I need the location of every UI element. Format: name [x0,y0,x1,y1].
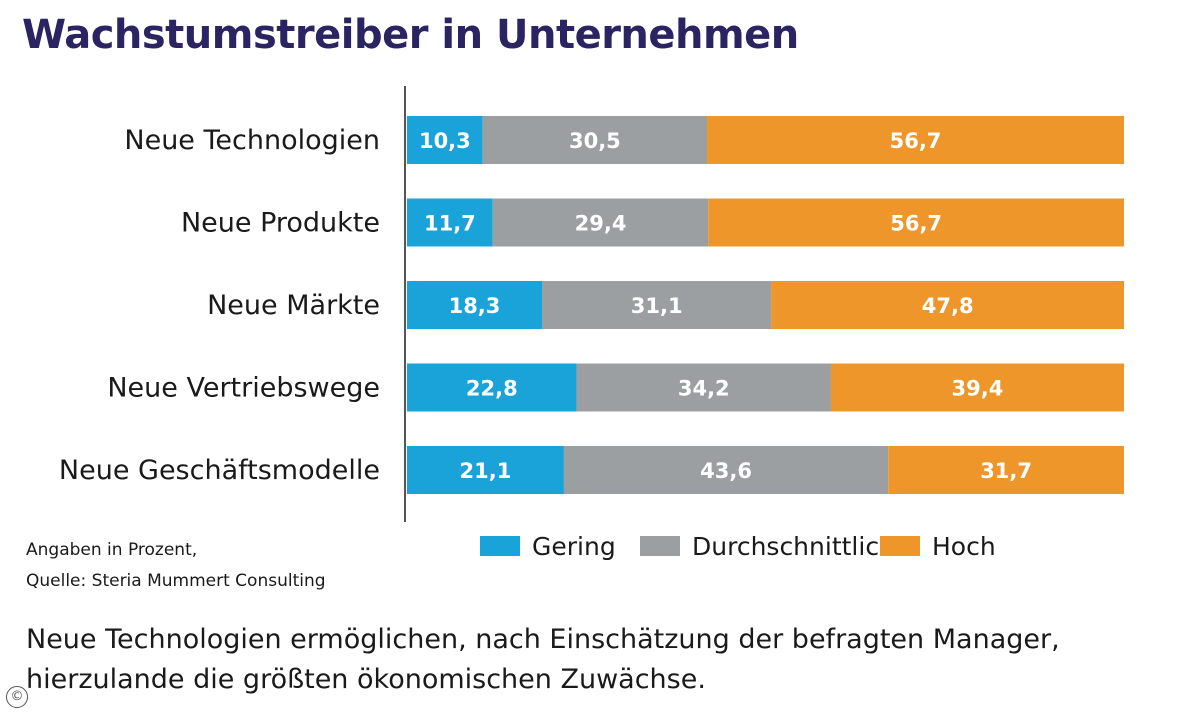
value-label: 22,8 [466,377,518,401]
bar-segment-durchschnittlich [492,198,709,247]
category-label: Neue Produkte [181,208,380,239]
category-label: Neue Vertriebswege [107,373,380,404]
bars-group: Neue Technologien 10,3 30,5 56,7 Neue Produk… [59,116,1124,494]
bar-segment-gering [407,363,577,412]
legend-swatch-hoch [880,536,920,556]
category-label: Neue Technologien [124,125,380,156]
value-label: 29,4 [575,212,627,236]
stacked-bar-chart: Neue Technologien 10,3 30,5 56,7 Neue Produk… [59,86,1124,561]
value-label: 43,6 [700,459,752,483]
value-label: 21,1 [460,459,512,483]
unit-note: Angaben in Prozent, [26,540,198,560]
bar-segment-durchschnittlich [541,281,772,329]
bar-segment-gering [407,116,483,164]
legend-swatch-gering [480,536,520,556]
bar-segment-hoch [771,281,1124,329]
legend-label-durchschnittlich: Durchschnittlich [692,532,895,561]
bar-segment-durchschnittlich [576,363,831,412]
legend-label-gering: Gering [532,532,616,561]
value-label: 30,5 [569,129,621,153]
legend-label-hoch: Hoch [932,532,996,561]
legend-swatch-durchschnittlich [640,536,680,556]
bar-segment-gering [407,198,493,247]
value-label: 10,3 [419,129,471,153]
source-note: Quelle: Steria Mummert Consulting [26,571,326,591]
bar-segment-hoch [707,116,1124,164]
value-label: 56,7 [890,129,942,153]
bar-segment-hoch [830,363,1124,412]
caption-text: Neue Technologien ermöglichen, nach Eins… [26,624,1060,695]
legend: Gering Durchschnittlich Hoch [480,532,996,561]
bar-segment-durchschnittlich [563,446,889,494]
value-label: 34,2 [678,377,730,401]
bar-segment-gering [407,281,542,329]
value-label: 11,7 [424,212,476,236]
bar-segment-durchschnittlich [482,116,708,164]
value-label: 18,3 [449,294,501,318]
category-label: Neue Märkte [207,290,380,321]
value-label: 31,7 [980,459,1032,483]
value-label: 39,4 [952,377,1004,401]
chart-title: Wachstumstreiber in Unternehmen [22,12,799,58]
value-label: 47,8 [922,294,974,318]
category-label: Neue Geschäftsmodelle [59,455,380,486]
bar-segment-hoch [888,446,1124,494]
value-label: 56,7 [890,212,942,236]
bar-segment-hoch [708,198,1124,247]
bar-segment-gering [407,446,564,494]
value-label: 31,1 [631,294,683,318]
copyright-icon: © [6,686,28,708]
